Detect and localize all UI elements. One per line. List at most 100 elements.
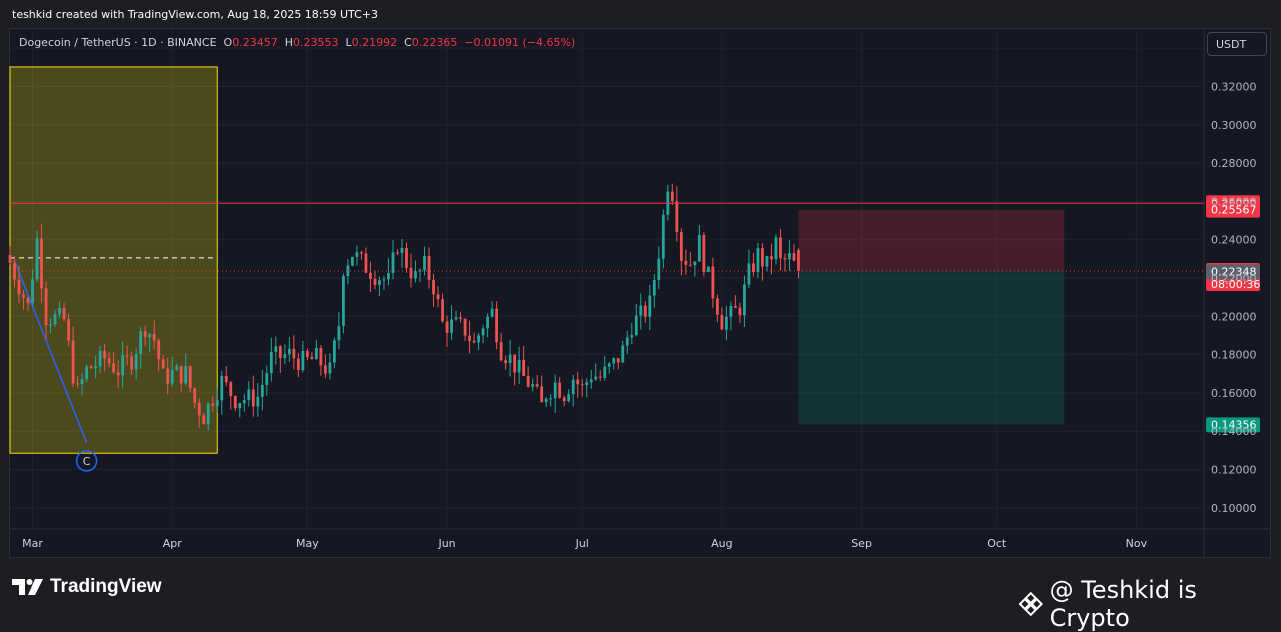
stop-loss-zone[interactable]	[798, 210, 1065, 272]
candle-body	[247, 389, 251, 401]
candle-body	[121, 355, 125, 376]
candle-body	[215, 400, 219, 406]
candle-body	[725, 316, 728, 330]
close-value: 0.22365	[411, 36, 458, 49]
tradingview-logo[interactable]: TradingView	[12, 576, 162, 598]
candle-body	[220, 375, 224, 401]
y-tick-label: 0.20000	[1211, 310, 1257, 323]
candle-body	[71, 340, 75, 384]
candle-body	[67, 319, 70, 341]
attribution-bar: teshkid created with TradingView.com, Au…	[0, 0, 1281, 28]
candle-body	[310, 356, 314, 360]
candle-body	[265, 373, 269, 385]
candle-body	[562, 397, 566, 402]
watermark-text: @ Teshkid is Crypto	[1049, 576, 1197, 632]
candle-body	[423, 255, 426, 271]
candle-body	[792, 253, 796, 261]
candle-body	[342, 276, 345, 326]
candle-body	[22, 294, 25, 298]
candle-body	[76, 383, 79, 385]
candle-body	[454, 317, 458, 320]
y-tick-label: 0.32000	[1211, 80, 1257, 93]
candle-body	[639, 305, 643, 316]
candle-body	[184, 366, 188, 384]
candle-body	[364, 253, 368, 273]
candle-body	[139, 331, 143, 355]
candle-body	[625, 337, 629, 346]
candle-body	[472, 340, 476, 343]
price-chart[interactable]: C 0.259000.2236508:00:360.255670.223480.…	[0, 0, 1281, 617]
candle-body	[224, 375, 228, 383]
candle-body	[576, 379, 580, 385]
currency-button[interactable]: USDT	[1207, 32, 1267, 56]
candle-body	[702, 235, 706, 272]
y-tick-label: 0.26000	[1211, 195, 1257, 208]
candle-body	[634, 315, 638, 336]
candle-body	[621, 345, 625, 363]
candle-body	[53, 314, 57, 325]
x-tick-label: Mar	[22, 537, 43, 550]
candle-body	[657, 258, 661, 280]
high-value: 0.23553	[293, 36, 339, 49]
candle-body	[125, 355, 129, 357]
axis-price-tag	[1206, 264, 1260, 280]
y-tick-label: 0.18000	[1211, 349, 1257, 362]
candle-body	[540, 386, 544, 403]
tradingview-logo-icon	[12, 579, 43, 595]
candle-body	[49, 324, 52, 326]
candle-body	[661, 214, 665, 259]
candle-body	[504, 360, 508, 364]
candle-body	[585, 382, 589, 386]
axis-price-tag-text: 0.25567	[1211, 204, 1257, 217]
candle-body	[58, 308, 61, 315]
candle-body	[779, 237, 782, 258]
candle-body	[256, 396, 260, 407]
axis-price-tag-text: 0.22348	[1211, 265, 1257, 278]
candle-body	[697, 235, 701, 262]
candle-body	[31, 279, 34, 304]
candle-body	[382, 279, 386, 281]
candle-body	[734, 305, 737, 308]
x-tick-label: Sep	[851, 537, 872, 550]
candle-body	[508, 354, 512, 364]
candle-body	[594, 376, 598, 380]
candle-body	[522, 359, 526, 376]
take-profit-zone[interactable]	[798, 271, 1065, 425]
candle-body	[103, 350, 107, 359]
candle-body	[396, 252, 399, 254]
candle-body	[711, 266, 715, 299]
candle-body	[770, 256, 773, 260]
candle-body	[107, 358, 111, 364]
candle-body	[643, 305, 647, 317]
candle-body	[161, 359, 165, 369]
candle-body	[450, 319, 453, 333]
candle-body	[463, 318, 467, 336]
candle-body	[260, 384, 264, 397]
candle-body	[346, 265, 350, 277]
axis-price-tag	[1206, 417, 1260, 433]
highlight-zone: C	[9, 66, 218, 472]
high-label: H	[284, 36, 293, 49]
candle-body	[693, 261, 697, 266]
candle-body	[116, 372, 120, 376]
candle-body	[558, 382, 562, 398]
candle-body	[166, 368, 170, 384]
position-box[interactable]	[798, 210, 1065, 425]
candle-body	[495, 308, 499, 343]
candle-body	[278, 346, 282, 358]
symbol-name: Dogecoin / TetherUS · 1D · BINANCE	[19, 36, 217, 49]
y-tick-label: 0.30000	[1211, 119, 1257, 132]
open-value: 0.23457	[232, 36, 278, 49]
candle-body	[337, 325, 341, 341]
candle-body	[40, 238, 43, 289]
candle-body	[328, 362, 332, 374]
candle-body	[567, 394, 571, 402]
candle-body	[612, 358, 616, 364]
candle-body	[490, 308, 494, 317]
y-tick-label: 0.22000	[1211, 272, 1257, 285]
candle-body	[62, 308, 66, 320]
candle-body	[292, 348, 296, 359]
candle-body	[706, 266, 710, 272]
candle-body	[405, 247, 408, 268]
candle-body	[549, 398, 553, 400]
